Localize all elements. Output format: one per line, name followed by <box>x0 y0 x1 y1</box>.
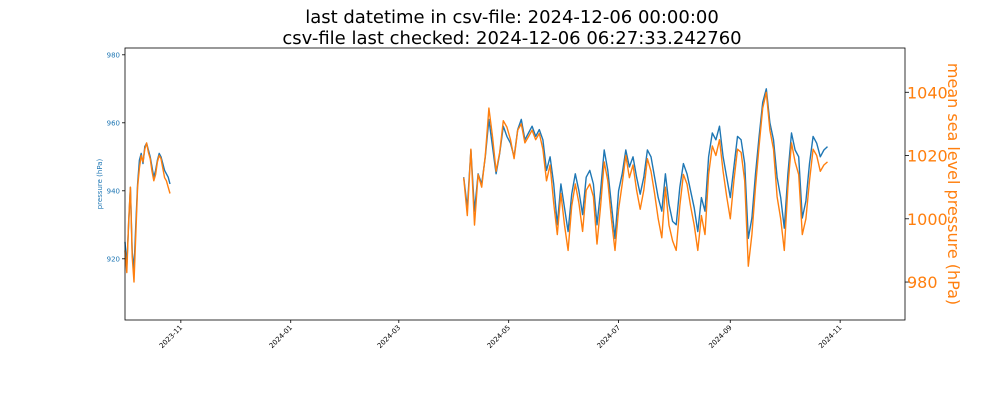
left-tick-label: 940 <box>107 187 120 195</box>
left-tick-label: 960 <box>107 119 120 127</box>
axes-frame <box>124 47 906 321</box>
left-tick-label: 920 <box>107 255 120 263</box>
msl-pressure-series-line-1 <box>463 91 828 267</box>
plot-area <box>124 88 828 283</box>
right-tick-label: 1040 <box>907 83 948 102</box>
right-tick-label: 1020 <box>907 147 948 166</box>
right-tick-label: 980 <box>907 273 938 292</box>
chart-title-line-1: last datetime in csv-file: 2024-12-06 00… <box>305 7 719 28</box>
left-tick-label: 980 <box>107 51 120 59</box>
left-y-axis: 920 940 960 980 <box>107 51 125 263</box>
right-axis-label: mean sea level pressure (hPa) <box>944 63 963 305</box>
msl-pressure-series-line-0 <box>124 142 171 283</box>
left-axis-label: pressure (hPa) <box>96 158 104 209</box>
right-y-axis: 980 1000 1020 1040 <box>905 83 948 292</box>
right-tick-label: 1000 <box>907 210 948 229</box>
chart-title-line-2: csv-file last checked: 2024-12-06 06:27:… <box>282 28 741 49</box>
